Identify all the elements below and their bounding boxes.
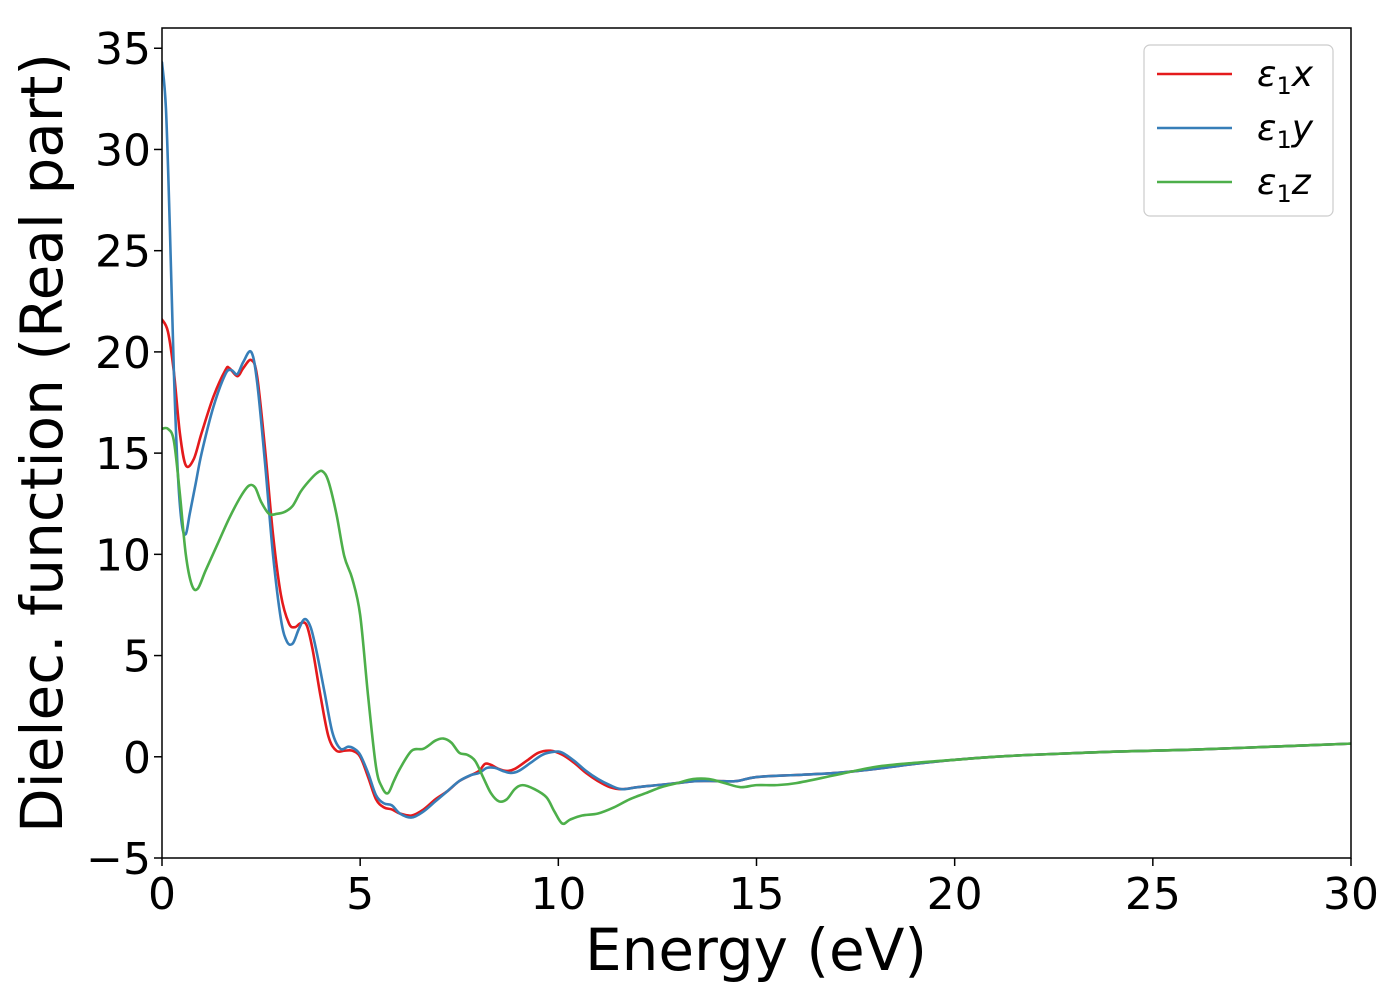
y-axis-title: Dielec. function (Real part) [8, 53, 76, 833]
y-tick-label: 30 [95, 125, 151, 176]
y-tick-label: 35 [95, 24, 151, 75]
x-tick-label: 10 [530, 869, 586, 920]
y-axis: −5 0 5 10 15 20 25 30 35 [86, 24, 162, 885]
legend-label-y: ε1y [1257, 108, 1314, 154]
series-line-x [162, 318, 1351, 817]
x-tick-label: 25 [1125, 869, 1181, 920]
y-tick-label: −5 [86, 834, 151, 885]
series-line-y [162, 61, 1351, 819]
y-tick-label: 15 [95, 429, 151, 480]
y-tick-label: 5 [123, 632, 151, 683]
legend-label-z: ε1z [1257, 162, 1312, 208]
x-tick-label: 0 [148, 869, 176, 920]
x-axis-title: Energy (eV) [585, 916, 927, 984]
series-line-z [162, 426, 1351, 826]
legend-box [1143, 44, 1334, 217]
legend-label-x: ε1x [1257, 54, 1314, 100]
legend: ε1x ε1y ε1z [1143, 44, 1334, 217]
y-tick-label: 0 [123, 733, 151, 784]
y-tick-label: 10 [95, 530, 151, 581]
y-tick-label: 20 [95, 328, 151, 379]
x-tick-label: 20 [927, 869, 983, 920]
x-tick-label: 5 [346, 869, 374, 920]
x-axis: 0 5 10 15 20 25 30 [148, 858, 1379, 920]
x-tick-label: 15 [729, 869, 785, 920]
y-tick-label: 25 [95, 227, 151, 278]
plot-lines [162, 61, 1351, 826]
x-tick-label: 30 [1323, 869, 1379, 920]
